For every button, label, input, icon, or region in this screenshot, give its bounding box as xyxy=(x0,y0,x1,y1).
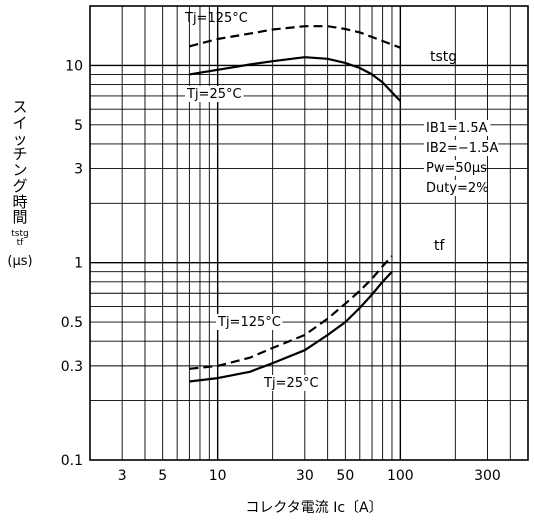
y-axis-label-char: 間 xyxy=(12,208,28,227)
annotations: Tj=125°C Tj=25°C tstg IB1=1.5A IB2=−1.5A Pw=5… xyxy=(184,11,498,391)
annotation-label: Duty=2% xyxy=(426,181,489,196)
annotation-label: Tj=25°C xyxy=(186,87,242,102)
y-axis-label-char: ン xyxy=(12,161,28,179)
annotation-background xyxy=(185,86,244,102)
y-tick-label: 10 xyxy=(65,58,83,74)
y-axis-label-char: ッ xyxy=(12,129,28,148)
annotation-label: Tj=125°C xyxy=(217,315,281,330)
series-line xyxy=(189,255,393,370)
y-tick-label: 1 xyxy=(74,256,83,272)
y-tick-label: 5 xyxy=(74,118,83,134)
y-axis-label-symbols: tstg tf xyxy=(2,229,38,249)
plot-frame xyxy=(89,5,529,461)
y-tick-label: 3 xyxy=(74,162,83,178)
x-tick-label: 300 xyxy=(474,468,501,484)
series-line xyxy=(189,56,402,102)
y-tick-label: 0.5 xyxy=(61,315,83,331)
annotation-label: IB1=1.5A xyxy=(426,121,488,136)
annotation-label: IB2=−1.5A xyxy=(426,141,498,156)
y-axis-label-unit: (μs) xyxy=(7,253,33,269)
annotation-label: Tj=125°C xyxy=(184,11,248,26)
annotation-label: tf xyxy=(434,238,445,254)
y-axis-label: スイッチング時間 tstg tf (μs) xyxy=(2,98,38,269)
y-tick-labels: 0.1 0.3 0.5 1 3 5 10 xyxy=(61,58,83,469)
y-tick-label: 0.3 xyxy=(61,359,83,375)
x-tick-label: 5 xyxy=(158,468,167,484)
y-tick-label: 0.1 xyxy=(61,453,83,469)
y-axis-label-char: グ xyxy=(12,176,28,195)
y-axis-label-symbol: tf xyxy=(16,238,24,249)
y-axis-label-chars: スイッチング時間 xyxy=(2,98,38,227)
series-line xyxy=(189,25,401,49)
annotation-background xyxy=(424,120,491,136)
grid xyxy=(90,6,528,460)
y-axis-label-char: チ xyxy=(12,145,28,164)
series-line xyxy=(189,270,393,383)
annotation-label: Tj=25°C xyxy=(263,376,319,391)
x-tick-label: 50 xyxy=(336,468,354,484)
annotation-background xyxy=(424,160,483,176)
y-axis-label-char: イ xyxy=(12,113,28,132)
annotation-label: tstg xyxy=(430,49,457,65)
annotation-background xyxy=(216,314,283,330)
x-tick-label: 3 xyxy=(118,468,127,484)
annotation-label: Pw=50μs xyxy=(426,161,487,176)
y-axis-label-char: 時 xyxy=(12,192,28,211)
curves xyxy=(189,25,402,383)
annotation-background xyxy=(424,180,483,196)
x-tick-labels: 3 5 10 30 50 100 300 xyxy=(118,468,501,484)
y-axis-label-char: ス xyxy=(12,98,28,116)
x-tick-label: 30 xyxy=(296,468,314,484)
annotation-background xyxy=(424,140,499,156)
x-tick-label: 10 xyxy=(209,468,227,484)
annotation-background xyxy=(262,375,321,391)
y-axis-label-symbol: tstg xyxy=(11,229,29,239)
x-axis-label: コレクタ電流 Ic〔A〕 xyxy=(245,500,382,516)
x-tick-label: 100 xyxy=(387,468,414,484)
